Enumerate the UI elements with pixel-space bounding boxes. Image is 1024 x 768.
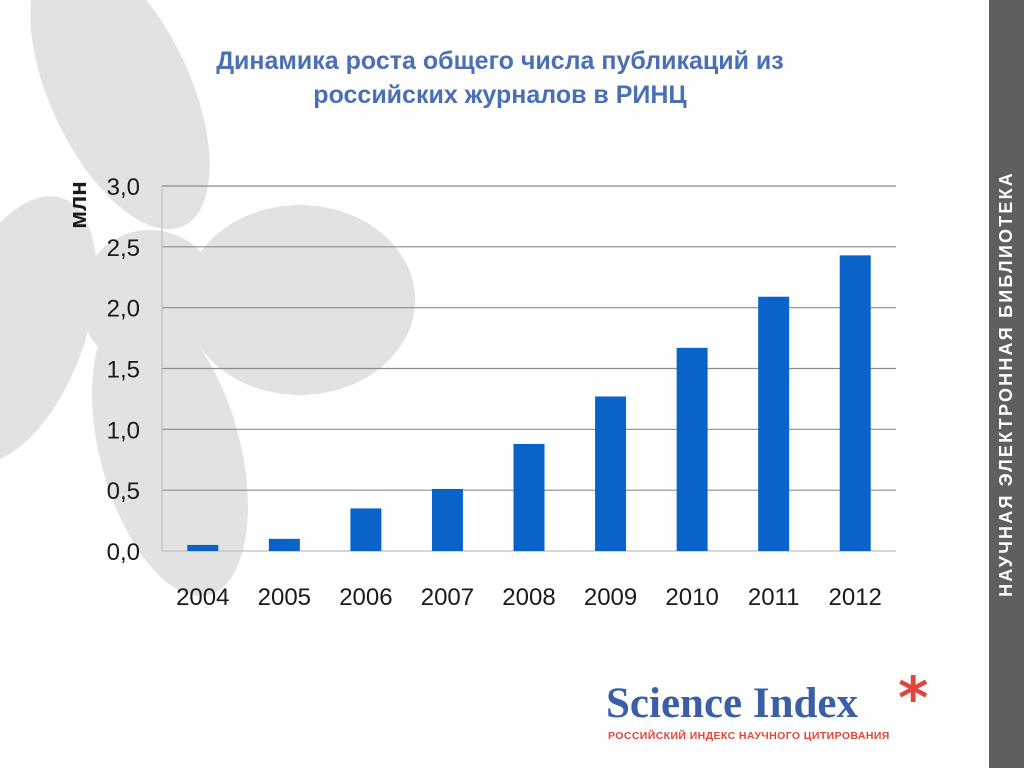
bar-2007	[431, 488, 463, 551]
y-tick-label: 2,5	[107, 235, 140, 262]
y-tick-label: 0,5	[107, 478, 140, 505]
background-flower-decoration	[0, 0, 415, 597]
x-tick-label: 2006	[339, 584, 392, 611]
x-tick-label: 2007	[421, 584, 474, 611]
bar-2005	[268, 538, 300, 551]
y-tick-label: 0,0	[107, 539, 140, 566]
y-tick-label: 1,0	[107, 417, 140, 444]
x-tick-labels: 2004 2005 2006 2007 2008 2009 2010 2011 2012	[176, 584, 882, 611]
y-tick-label: 3,0	[107, 174, 140, 201]
x-tick-label: 2010	[665, 584, 718, 611]
bar-2011	[758, 296, 790, 551]
chart-title: Динамика роста общего числа публикаций и…	[150, 44, 850, 112]
bars	[187, 255, 871, 551]
logo-subtitle: РОССИЙСКИЙ ИНДЕКС НАУЧНОГО ЦИТИРОВАНИЯ	[608, 730, 890, 742]
y-tick-labels: 0,0 0,5 1,0 1,5 2,0 2,5 3,0	[107, 174, 140, 566]
bar-2006	[350, 508, 382, 551]
science-index-logo: Science Index * РОССИЙСКИЙ ИНДЕКС НАУЧНО…	[606, 664, 946, 742]
flower-petals	[0, 0, 415, 597]
logo-star-icon: *	[898, 664, 929, 732]
y-axis-label: млн	[65, 181, 92, 229]
y-tick-label: 1,5	[107, 357, 140, 384]
x-tick-label: 2005	[258, 584, 311, 611]
logo-name: Science Index	[606, 680, 859, 727]
bar-2010	[676, 347, 708, 551]
x-tick-label: 2009	[584, 584, 637, 611]
x-tick-label: 2012	[829, 584, 882, 611]
bar-2004	[187, 544, 219, 551]
bar-2009	[595, 396, 627, 551]
x-tick-label: 2004	[176, 584, 229, 611]
side-band: НАУЧНАЯ ЭЛЕКТРОННАЯ БИБЛИОТЕКА	[989, 0, 1024, 768]
x-tick-label: 2008	[502, 584, 555, 611]
bar-2012	[839, 255, 871, 551]
chart-title-line-1: Динамика роста общего числа публикаций и…	[216, 47, 784, 75]
side-band-label: НАУЧНАЯ ЭЛЕКТРОННАЯ БИБЛИОТЕКА	[996, 171, 1016, 597]
bar-2008	[513, 443, 545, 551]
bar-chart: 0,00,51,01,52,02,53,0 2004 2005 2006 2007 20…	[65, 174, 896, 611]
x-tick-label: 2011	[748, 584, 800, 611]
chart-title-line-2: российских журналов в РИНЦ	[313, 81, 687, 109]
y-tick-label: 2,0	[107, 296, 140, 323]
